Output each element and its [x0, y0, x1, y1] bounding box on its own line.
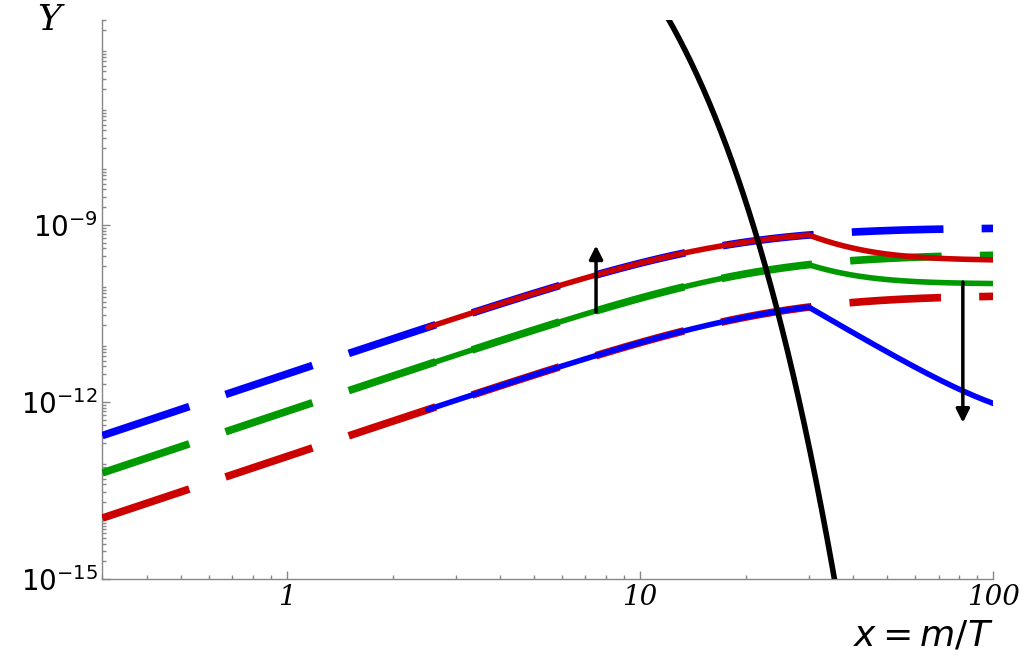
Text: $x = m/T$: $x = m/T$ [853, 619, 993, 652]
Y-axis label: Y: Y [37, 3, 60, 36]
